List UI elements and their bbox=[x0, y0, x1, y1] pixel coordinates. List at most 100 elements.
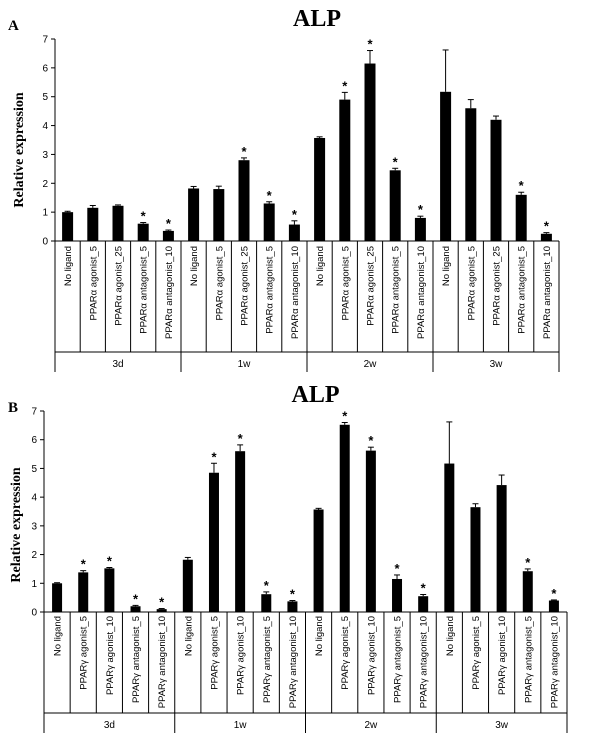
category-label: PPARα antagonist_10 bbox=[164, 246, 175, 339]
y-tick-label: 6 bbox=[31, 435, 37, 446]
bar bbox=[548, 600, 559, 612]
category-label: PPARγ antagonist_10 bbox=[549, 616, 560, 708]
category-label: No ligand bbox=[445, 616, 456, 656]
bar bbox=[470, 507, 481, 612]
y-tick-label: 2 bbox=[31, 550, 37, 561]
category-label: No ligand bbox=[315, 246, 326, 286]
y-tick-label: 4 bbox=[31, 493, 37, 504]
category-label: PPARα agonist_5 bbox=[214, 246, 225, 321]
bar bbox=[156, 609, 167, 612]
category-label: PPARγ antagonist_5 bbox=[262, 616, 273, 703]
category-label: PPARγ antagonist_5 bbox=[393, 616, 404, 703]
significance-marker: * bbox=[544, 219, 550, 234]
category-label: PPARγ antagonist_5 bbox=[523, 616, 534, 703]
category-label: PPARα agonist_25 bbox=[366, 246, 377, 326]
category-label: PPARγ agonist_5 bbox=[209, 616, 220, 690]
group-label: 3d bbox=[112, 359, 123, 370]
bar bbox=[188, 188, 200, 241]
group-label: 2w bbox=[364, 359, 378, 370]
category-label: PPARγ agonist_10 bbox=[366, 616, 377, 695]
category-label: PPARα agonist_5 bbox=[466, 246, 477, 321]
category-label: PPARγ antagonist_10 bbox=[157, 616, 168, 708]
y-tick-label: 7 bbox=[31, 407, 37, 418]
y-tick-label: 2 bbox=[42, 179, 48, 190]
significance-marker: * bbox=[211, 449, 217, 464]
bar bbox=[540, 233, 552, 241]
bar bbox=[414, 217, 426, 241]
bar bbox=[418, 596, 429, 612]
y-tick-label: 3 bbox=[31, 521, 37, 532]
significance-marker: * bbox=[81, 557, 87, 572]
group-label: 3w bbox=[490, 359, 504, 370]
y-tick-label: 0 bbox=[31, 608, 37, 619]
y-axis-label: Relative expression bbox=[12, 92, 27, 207]
significance-marker: * bbox=[367, 37, 373, 52]
significance-marker: * bbox=[292, 207, 298, 222]
category-label: PPARα antagonist_10 bbox=[542, 246, 553, 339]
y-axis-label: Relative expression bbox=[9, 467, 24, 582]
significance-marker: * bbox=[519, 178, 525, 193]
significance-marker: * bbox=[418, 202, 424, 217]
bar bbox=[235, 451, 246, 612]
category-label: No ligand bbox=[183, 616, 194, 656]
y-tick-label: 7 bbox=[42, 35, 48, 46]
category-label: PPARα agonist_25 bbox=[114, 246, 125, 326]
category-label: No ligand bbox=[63, 246, 74, 286]
bar bbox=[261, 594, 272, 612]
significance-marker: * bbox=[264, 578, 270, 593]
significance-marker: * bbox=[551, 586, 557, 601]
significance-marker: * bbox=[267, 188, 273, 203]
chart-panel-b: B ALP Relative expression 0 1 2 3 4 5 6 7 No ligand… bbox=[8, 382, 568, 733]
category-label: PPARγ antagonist_5 bbox=[131, 616, 142, 703]
category-label: PPARγ agonist_5 bbox=[79, 616, 90, 690]
bar bbox=[490, 119, 502, 241]
group-label: 3w bbox=[495, 720, 509, 731]
significance-marker: * bbox=[238, 431, 244, 446]
category-label: PPARγ agonist_10 bbox=[105, 616, 116, 695]
bar bbox=[440, 91, 452, 242]
category-label: PPARγ antagonist_10 bbox=[288, 616, 299, 708]
significance-marker: * bbox=[393, 154, 399, 169]
chart-panel-a: A ALP Relative expression 0 1 2 3 4 5 6 7 No ligand… bbox=[8, 6, 560, 372]
category-label: PPARγ agonist_5 bbox=[340, 616, 351, 690]
category-label: PPARα antagonist_5 bbox=[139, 246, 150, 334]
bar bbox=[444, 463, 455, 612]
significance-marker: * bbox=[159, 595, 165, 610]
bar bbox=[313, 509, 324, 612]
bar bbox=[515, 194, 527, 241]
bar bbox=[392, 578, 403, 612]
bar bbox=[182, 559, 193, 612]
group-label: 3d bbox=[104, 720, 115, 731]
category-label: PPARγ agonist_10 bbox=[236, 616, 247, 695]
significance-marker: * bbox=[107, 553, 113, 568]
panel-letter: B bbox=[8, 400, 18, 416]
category-label: No ligand bbox=[53, 616, 64, 656]
y-tick-label: 3 bbox=[42, 150, 48, 161]
significance-marker: * bbox=[133, 591, 139, 606]
chart-title: ALP bbox=[292, 382, 340, 408]
bar bbox=[339, 99, 351, 241]
significance-marker: * bbox=[166, 216, 172, 231]
y-tick-label: 5 bbox=[31, 464, 37, 475]
category-label: PPARα antagonist_5 bbox=[391, 246, 402, 334]
significance-marker: * bbox=[241, 144, 247, 159]
bar bbox=[78, 572, 89, 612]
significance-marker: * bbox=[421, 580, 427, 595]
bar bbox=[263, 203, 275, 241]
group-label: 1w bbox=[238, 359, 252, 370]
bar bbox=[208, 472, 219, 612]
y-tick-label: 6 bbox=[42, 63, 48, 74]
bar bbox=[287, 601, 298, 612]
bar bbox=[52, 583, 63, 612]
significance-marker: * bbox=[141, 209, 147, 224]
bar bbox=[162, 230, 174, 241]
category-label: PPARα antagonist_10 bbox=[290, 246, 301, 339]
category-label: PPARα antagonist_5 bbox=[265, 246, 276, 334]
bar bbox=[522, 571, 533, 612]
bar bbox=[213, 189, 225, 241]
significance-marker: * bbox=[525, 555, 531, 570]
category-label: No ligand bbox=[314, 616, 325, 656]
category-label: PPARα antagonist_10 bbox=[416, 246, 427, 339]
y-tick-label: 1 bbox=[31, 579, 37, 590]
chart-title: ALP bbox=[293, 6, 341, 32]
